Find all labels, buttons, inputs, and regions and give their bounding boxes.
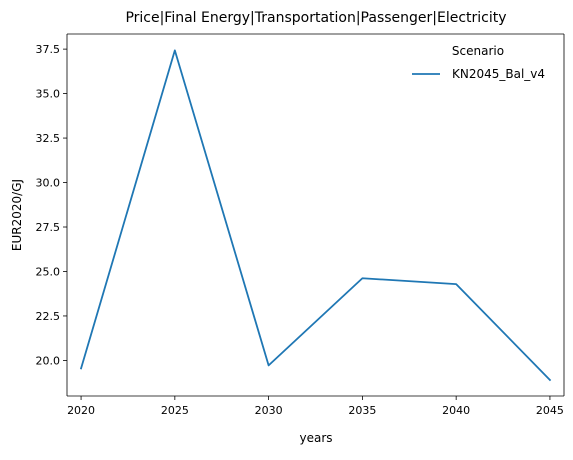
y-tick-label: 37.5 [36, 43, 61, 56]
y-axis-ticks: 20.0 22.5 25.0 27.5 30.0 32.5 35.0 37.5 [36, 43, 67, 367]
axes-frame [66, 33, 565, 397]
y-tick-label: 32.5 [36, 132, 61, 145]
x-axis-ticks: 2020 2025 2030 2035 2040 2045 [67, 396, 564, 417]
x-tick-label: 2035 [348, 404, 376, 417]
chart-title: Price|Final Energy|Transportation|Passen… [125, 10, 506, 26]
y-tick-label: 27.5 [36, 221, 61, 234]
y-axis-label: EUR2020/GJ [10, 179, 24, 251]
legend: Scenario KN2045_Bal_v4 [412, 44, 545, 81]
x-axis-label: years [299, 431, 332, 445]
y-tick-label: 35.0 [36, 88, 61, 101]
series-layer [79, 49, 552, 382]
x-tick-label: 2030 [255, 404, 283, 417]
x-tick-label: 2045 [536, 404, 564, 417]
legend-label: KN2045_Bal_v4 [452, 67, 545, 81]
series-line [79, 49, 552, 382]
y-tick-label: 20.0 [36, 354, 61, 367]
y-tick-label: 30.0 [36, 177, 61, 190]
legend-title: Scenario [452, 44, 504, 58]
x-tick-label: 2040 [442, 404, 470, 417]
x-tick-label: 2020 [67, 404, 95, 417]
y-tick-label: 22.5 [36, 310, 61, 323]
y-tick-label: 25.0 [36, 265, 61, 278]
plot-area [67, 34, 564, 396]
x-tick-label: 2025 [161, 404, 189, 417]
